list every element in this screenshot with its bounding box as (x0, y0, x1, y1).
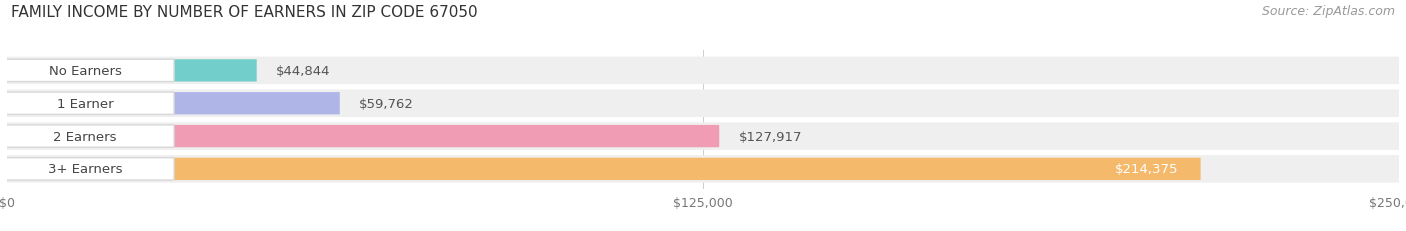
Text: Source: ZipAtlas.com: Source: ZipAtlas.com (1261, 5, 1395, 18)
FancyBboxPatch shape (7, 90, 1399, 118)
FancyBboxPatch shape (7, 123, 1399, 150)
Text: $44,844: $44,844 (276, 65, 330, 78)
FancyBboxPatch shape (7, 125, 720, 148)
FancyBboxPatch shape (7, 93, 340, 115)
Text: $127,917: $127,917 (738, 130, 803, 143)
FancyBboxPatch shape (0, 60, 174, 82)
FancyBboxPatch shape (0, 125, 174, 148)
Text: $214,375: $214,375 (1115, 163, 1178, 176)
Text: 3+ Earners: 3+ Earners (48, 163, 122, 176)
FancyBboxPatch shape (7, 158, 1201, 180)
FancyBboxPatch shape (0, 93, 174, 115)
Text: 2 Earners: 2 Earners (53, 130, 117, 143)
FancyBboxPatch shape (7, 60, 257, 82)
Text: FAMILY INCOME BY NUMBER OF EARNERS IN ZIP CODE 67050: FAMILY INCOME BY NUMBER OF EARNERS IN ZI… (11, 5, 478, 20)
FancyBboxPatch shape (7, 155, 1399, 183)
FancyBboxPatch shape (0, 158, 174, 180)
Text: No Earners: No Earners (49, 65, 121, 78)
FancyBboxPatch shape (7, 57, 1399, 85)
Text: 1 Earner: 1 Earner (56, 97, 114, 110)
Text: $59,762: $59,762 (360, 97, 415, 110)
